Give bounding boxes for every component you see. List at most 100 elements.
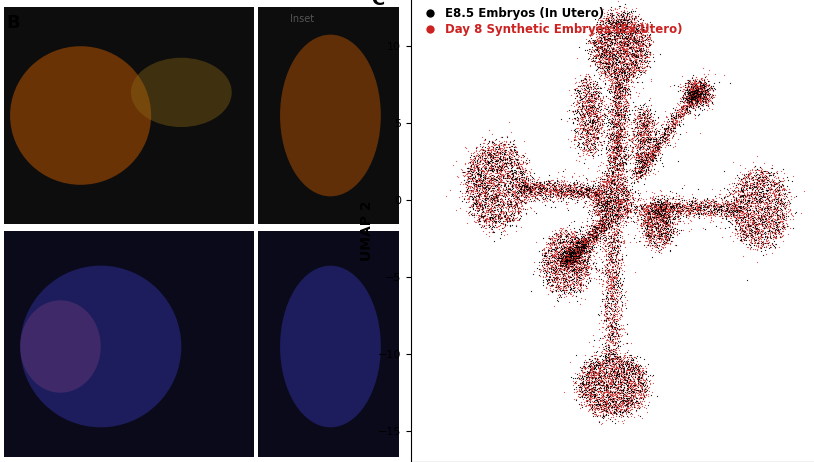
Point — [573, 382, 586, 389]
Point — [768, 200, 781, 207]
Point — [567, 188, 580, 196]
Point — [604, 133, 617, 140]
Point — [599, 171, 612, 178]
Point — [572, 245, 585, 252]
Point — [492, 141, 505, 149]
Point — [752, 217, 765, 225]
Point — [606, 297, 619, 304]
Point — [589, 134, 602, 141]
Point — [589, 54, 602, 61]
Point — [603, 196, 616, 203]
Point — [601, 191, 614, 198]
Point — [492, 163, 505, 170]
Point — [603, 348, 616, 355]
Point — [597, 257, 610, 265]
Point — [657, 236, 670, 243]
Point — [567, 284, 580, 292]
Point — [600, 361, 613, 369]
Point — [615, 196, 628, 203]
Point — [581, 243, 594, 250]
Point — [613, 112, 626, 119]
Point — [730, 196, 743, 203]
Point — [618, 372, 631, 379]
Point — [592, 44, 605, 51]
Point — [581, 237, 594, 244]
Point — [557, 267, 570, 274]
Point — [468, 171, 481, 179]
Point — [591, 216, 604, 224]
Point — [557, 191, 570, 198]
Point — [580, 78, 593, 85]
Point — [619, 360, 632, 367]
Point — [742, 183, 755, 191]
Point — [719, 213, 732, 220]
Point — [554, 252, 567, 259]
Point — [675, 113, 688, 120]
Point — [686, 91, 699, 98]
Point — [691, 84, 704, 91]
Point — [552, 255, 565, 262]
Point — [617, 183, 630, 190]
Point — [602, 53, 615, 61]
Point — [661, 213, 674, 220]
Point — [589, 118, 602, 126]
Point — [521, 191, 534, 198]
Point — [562, 257, 575, 265]
Point — [641, 218, 654, 225]
Point — [506, 137, 519, 145]
Point — [754, 212, 767, 219]
Point — [693, 92, 706, 100]
Point — [761, 187, 774, 194]
Point — [755, 219, 768, 226]
Point — [602, 48, 615, 55]
Point — [595, 283, 608, 290]
Point — [571, 270, 584, 277]
Point — [641, 52, 654, 60]
Point — [558, 254, 571, 261]
Point — [614, 202, 627, 210]
Point — [768, 202, 781, 210]
Point — [774, 206, 787, 213]
Point — [646, 235, 659, 243]
Point — [587, 93, 600, 101]
Point — [609, 83, 622, 91]
Point — [606, 289, 619, 297]
Point — [606, 213, 619, 221]
Point — [756, 192, 769, 199]
Point — [648, 201, 661, 209]
Point — [471, 176, 484, 184]
Point — [742, 222, 755, 230]
Point — [603, 372, 616, 379]
Point — [699, 90, 712, 97]
Point — [553, 260, 566, 267]
Point — [593, 390, 606, 397]
Point — [525, 192, 538, 199]
Point — [641, 157, 654, 164]
Point — [615, 281, 628, 288]
Point — [573, 251, 586, 259]
Point — [663, 198, 676, 206]
Point — [597, 401, 610, 408]
Point — [479, 209, 492, 217]
Point — [622, 30, 635, 38]
Point — [602, 371, 615, 378]
Point — [755, 244, 768, 251]
Point — [584, 130, 597, 137]
Point — [695, 211, 708, 218]
Point — [510, 152, 523, 159]
Point — [747, 182, 760, 190]
Point — [663, 208, 676, 216]
Point — [614, 190, 627, 198]
Point — [576, 121, 589, 128]
Point — [498, 141, 511, 148]
Point — [635, 380, 648, 387]
Point — [505, 188, 519, 195]
Point — [757, 192, 770, 200]
Point — [663, 228, 676, 236]
Point — [630, 213, 643, 220]
Point — [591, 58, 604, 66]
Point — [515, 208, 528, 216]
Point — [637, 381, 650, 388]
Point — [580, 248, 593, 255]
Point — [595, 370, 608, 377]
